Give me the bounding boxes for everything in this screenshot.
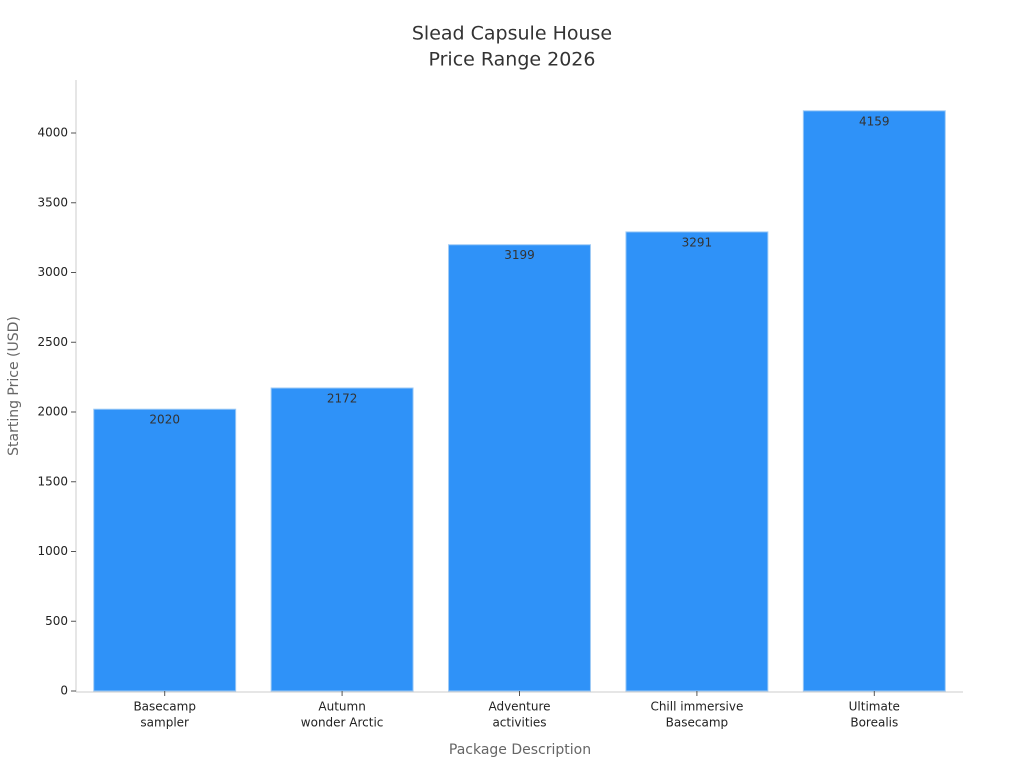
y-axis-label: Starting Price (USD) xyxy=(6,316,22,456)
y-tick-label: 3000 xyxy=(37,265,68,279)
value-label: 3291 xyxy=(682,235,713,249)
y-tick-label: 4000 xyxy=(37,126,68,140)
value-label: 4159 xyxy=(859,114,890,128)
bar xyxy=(270,387,414,692)
y-tick-label: 2000 xyxy=(37,405,68,419)
y-tick-label: 1500 xyxy=(37,474,68,488)
x-tick-label: activities xyxy=(492,716,546,730)
value-label: 2172 xyxy=(327,392,358,406)
bar xyxy=(625,231,769,692)
y-tick-label: 1000 xyxy=(37,544,68,558)
y-tick-label: 500 xyxy=(45,614,68,628)
bar xyxy=(448,244,591,692)
x-tick-label: Basecamp xyxy=(666,716,728,730)
x-axis-label: Package Description xyxy=(449,742,591,758)
x-tick-label: Autumn xyxy=(318,700,365,714)
y-tick-label: 3500 xyxy=(37,195,68,209)
value-label: 2020 xyxy=(149,413,180,427)
bar xyxy=(93,408,237,692)
y-tick-label: 2500 xyxy=(37,335,68,349)
x-tick-label: Ultimate xyxy=(849,700,900,714)
value-label: 3199 xyxy=(504,248,535,262)
x-tick-label: wonder Arctic xyxy=(301,716,384,730)
x-tick-label: Adventure xyxy=(488,700,550,714)
chart-title: Price Range 2026 xyxy=(428,49,595,71)
x-tick-label: sampler xyxy=(140,716,189,730)
x-tick-label: Basecamp xyxy=(133,700,195,714)
y-tick-label: 0 xyxy=(60,684,68,698)
x-tick-label: Borealis xyxy=(850,716,898,730)
chart-title: Slead Capsule House xyxy=(412,23,612,45)
bar xyxy=(802,110,946,692)
x-tick-label: Chill immersive xyxy=(650,700,743,714)
